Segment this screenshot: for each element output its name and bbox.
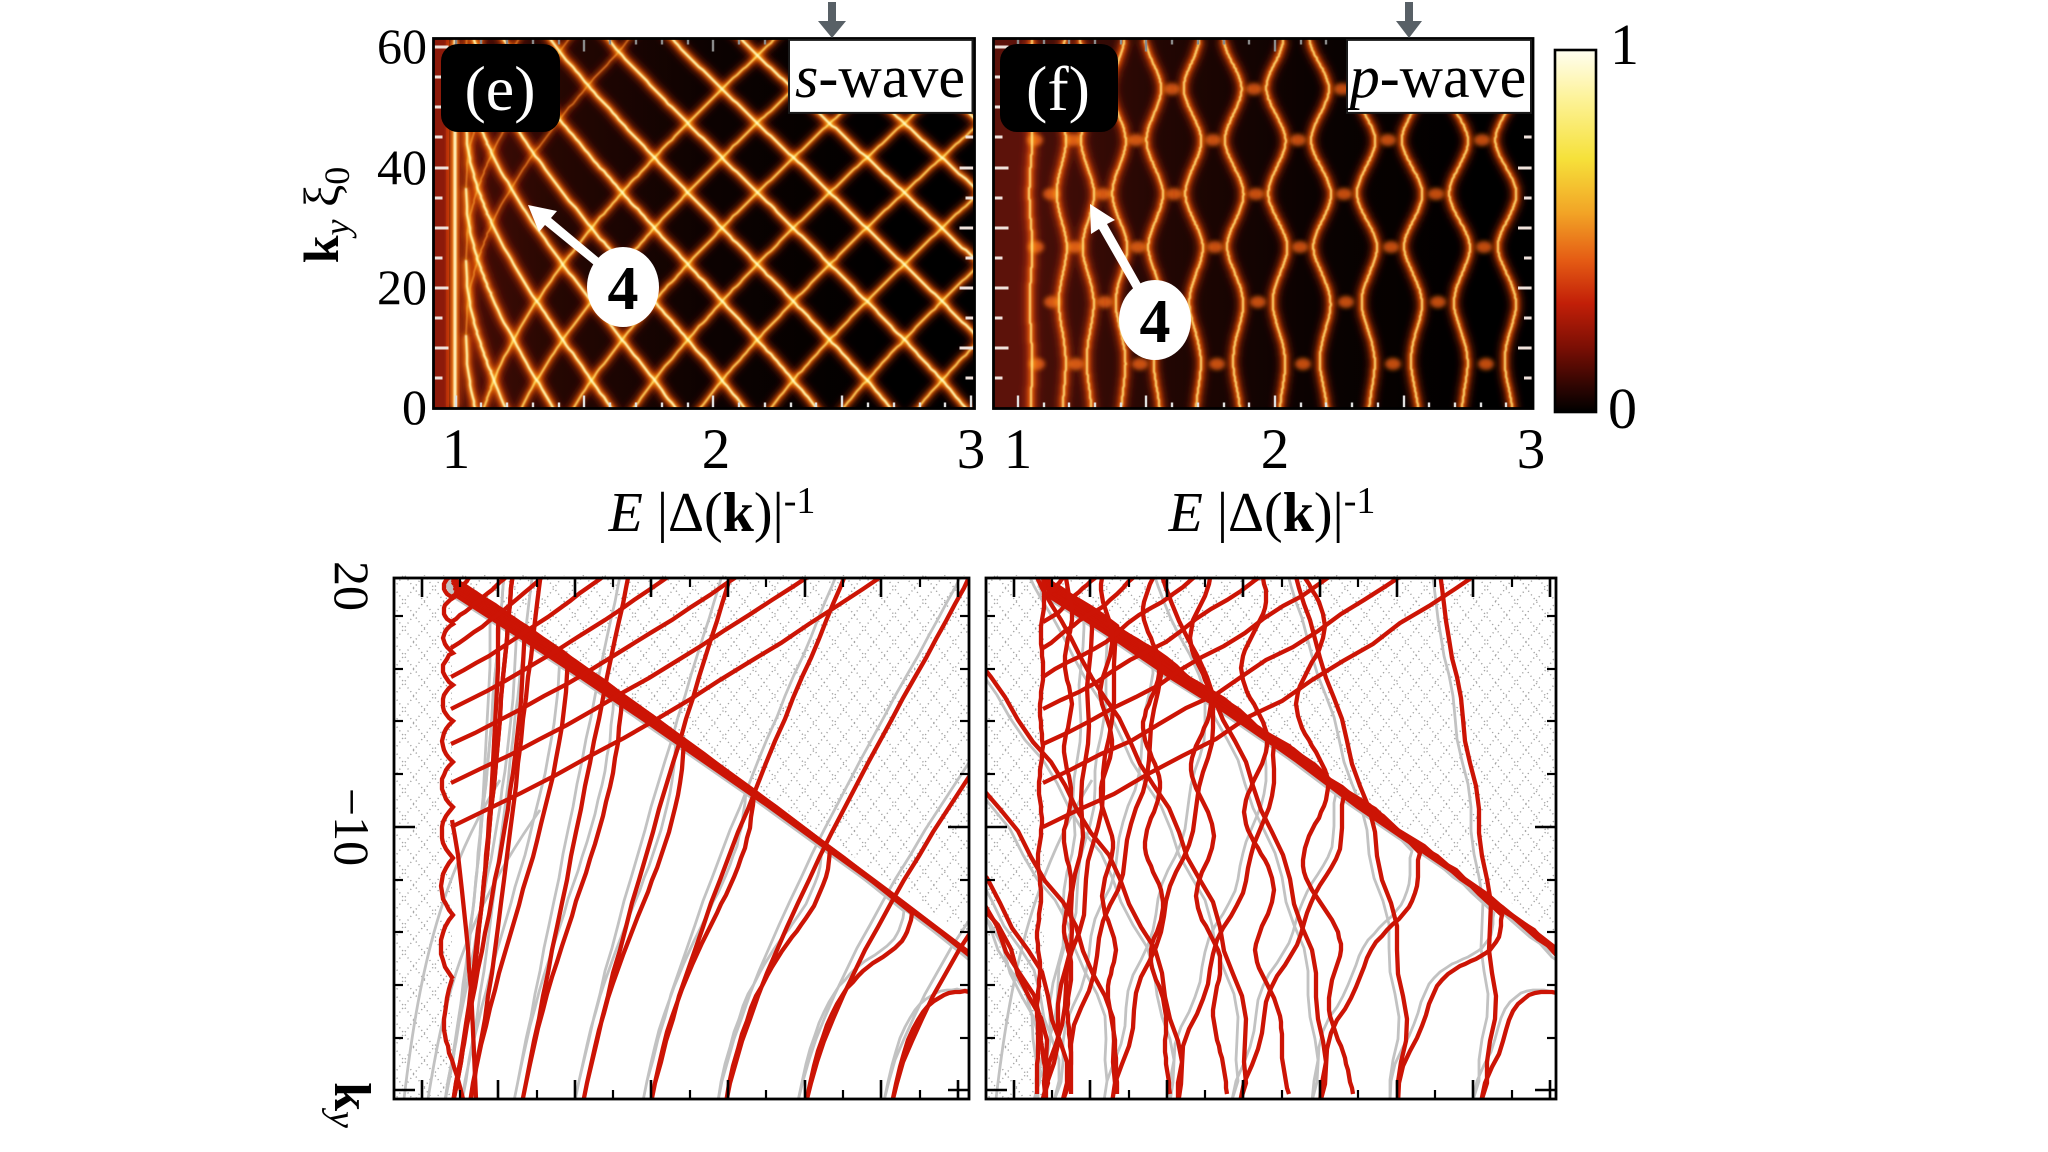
svg-text:3: 3 xyxy=(957,418,986,481)
svg-text:2: 2 xyxy=(1261,418,1290,481)
svg-text:E |Δ(k)|-1: E |Δ(k)|-1 xyxy=(608,480,816,544)
svg-text:20: 20 xyxy=(377,259,427,315)
svg-text:3: 3 xyxy=(1517,418,1546,481)
svg-text:20: 20 xyxy=(324,561,380,611)
svg-text:4: 4 xyxy=(1140,288,1171,356)
svg-text:ky: ky xyxy=(321,1082,381,1128)
svg-text:(e): (e) xyxy=(464,53,535,124)
svg-text:ky ξ0: ky ξ0 xyxy=(293,167,357,264)
svg-text:E |Δ(k)|-1: E |Δ(k)|-1 xyxy=(1168,480,1376,544)
svg-text:p-wave: p-wave xyxy=(1346,44,1527,110)
svg-text:0: 0 xyxy=(402,379,427,435)
svg-text:−10: −10 xyxy=(324,788,380,866)
svg-text:40: 40 xyxy=(377,139,427,195)
svg-text:1: 1 xyxy=(1004,418,1033,481)
svg-text:1: 1 xyxy=(1610,12,1639,77)
svg-text:60: 60 xyxy=(377,18,427,74)
svg-text:0: 0 xyxy=(1608,376,1637,441)
svg-text:1: 1 xyxy=(442,418,471,481)
svg-text:s-wave: s-wave xyxy=(795,44,965,110)
svg-text:(f): (f) xyxy=(1026,53,1090,124)
svg-text:4: 4 xyxy=(608,255,639,323)
svg-text:2: 2 xyxy=(702,418,731,481)
